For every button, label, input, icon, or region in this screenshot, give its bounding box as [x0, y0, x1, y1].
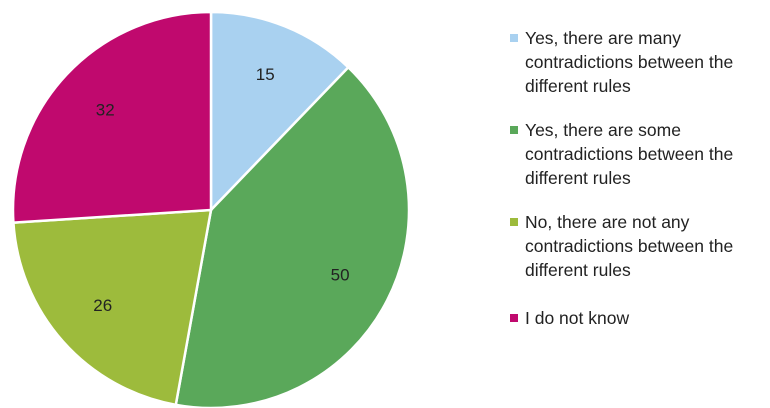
legend-marker-none: [510, 218, 518, 226]
legend-label-none: No, there are not any contradictions betw…: [525, 212, 733, 280]
legend-marker-some: [510, 126, 518, 134]
legend-label-many: Yes, there are many contradictions betwee…: [525, 28, 733, 96]
pie-data-labels: 15 50 26 32: [93, 65, 349, 315]
legend-item-none: No, there are not any contradictions betw…: [510, 212, 733, 280]
data-label-many: 15: [256, 65, 275, 84]
legend-label-some: Yes, there are some contradictions betwee…: [525, 120, 733, 188]
data-label-some: 50: [331, 265, 350, 284]
data-label-none: 26: [93, 296, 112, 315]
legend: Yes, there are many contradictions betwee…: [510, 28, 733, 328]
pie-slices: [11, 10, 411, 408]
pie-slice-many: [209, 10, 351, 214]
data-label-dont-know: 32: [96, 100, 115, 119]
legend-item-many: Yes, there are many contradictions betwee…: [510, 28, 733, 96]
legend-item-some: Yes, there are some contradictions betwee…: [510, 120, 733, 188]
pie-slice-dont-know: [11, 10, 213, 224]
pie-slice-some: [174, 65, 411, 408]
legend-label-dont-know: I do not know: [525, 308, 629, 328]
legend-marker-dont-know: [510, 314, 518, 322]
pie-slice-none: [12, 208, 213, 407]
legend-item-dont-know: I do not know: [510, 308, 629, 328]
legend-marker-many: [510, 34, 518, 42]
